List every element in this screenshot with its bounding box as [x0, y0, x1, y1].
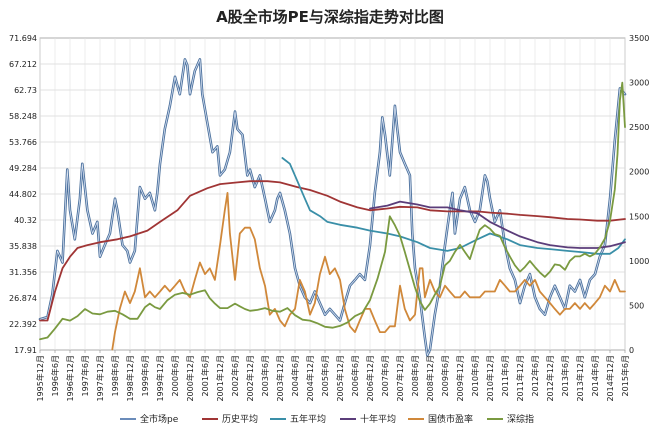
legend-label: 全市场pe [140, 413, 179, 425]
right-tick-label: 3000 [629, 79, 649, 88]
x-tick-label: 2001年6月 [200, 355, 210, 396]
series-line [281, 157, 626, 255]
right-tick-label: 2000 [629, 168, 649, 177]
x-tick-label: 2001年12月 [215, 355, 225, 402]
legend-label: 十年平均 [360, 413, 396, 425]
left-tick-label: 44.802 [9, 190, 37, 199]
left-tick-label: 40.32 [14, 216, 37, 225]
series-line [39, 81, 626, 341]
left-tick-label: 31.356 [9, 268, 37, 277]
left-tick-label: 58.248 [9, 112, 37, 121]
x-tick-label: 2007年12月 [395, 355, 405, 402]
x-tick-label: 2014年12月 [605, 355, 615, 402]
series-line-highlight [39, 59, 626, 356]
x-tick-label: 2009年6月 [440, 355, 450, 396]
left-tick-label: 17.91 [14, 346, 37, 355]
x-tick-label: 1996年6月 [50, 355, 60, 396]
x-tick-label: 2005年6月 [320, 355, 330, 396]
x-tick-label: 1997年12月 [95, 355, 105, 402]
series-line-outline [38, 58, 627, 357]
x-tick-label: 2000年12月 [185, 355, 195, 402]
x-tick-label: 2011年12月 [515, 355, 525, 402]
x-tick-label: 2003年12月 [275, 355, 285, 402]
x-tick-label: 2009年12月 [455, 355, 465, 402]
left-tick-label: 67.212 [9, 60, 37, 69]
x-tick-label: 2008年6月 [410, 355, 420, 396]
x-tick-label: 2002年6月 [230, 355, 240, 396]
right-tick-label: 0 [629, 346, 634, 355]
left-tick-label: 22.392 [9, 320, 37, 329]
x-tick-label: 1997年6月 [80, 355, 90, 396]
left-tick-label: 35.838 [9, 242, 37, 251]
left-tick-label: 49.284 [9, 164, 37, 173]
x-tick-label: 2011年6月 [500, 355, 510, 396]
chart-title: A股全市场PE与深综指走势对比图 [216, 8, 444, 26]
x-tick-label: 1996年12月 [65, 355, 75, 402]
left-tick-label: 26.874 [9, 294, 37, 303]
x-tick-label: 2004年6月 [290, 355, 300, 396]
series-line [369, 200, 626, 249]
x-tick-label: 1995年12月 [35, 355, 45, 402]
x-tick-label: 1998年6月 [110, 355, 120, 396]
x-tick-label: 2005年12月 [335, 355, 345, 402]
right-tick-label: 500 [629, 301, 644, 310]
left-tick-label: 53.766 [9, 138, 37, 147]
x-tick-label: 1999年12月 [155, 355, 165, 402]
x-tick-label: 2002年12月 [245, 355, 255, 402]
x-tick-label: 2015年6月 [620, 355, 630, 396]
x-tick-label: 2006年12月 [365, 355, 375, 402]
x-tick-label: 2012年12月 [545, 355, 555, 402]
x-tick-label: 2013年6月 [560, 355, 570, 396]
legend-label: 国债市盈率 [428, 413, 473, 425]
x-tick-label: 2010年6月 [470, 355, 480, 396]
legend-label: 五年平均 [290, 413, 326, 425]
x-tick-label: 2006年6月 [350, 355, 360, 396]
left-tick-label: 71.694 [9, 34, 37, 43]
left-tick-label: 62.73 [14, 86, 37, 95]
x-tick-label: 2007年6月 [380, 355, 390, 396]
right-tick-label: 1000 [629, 257, 649, 266]
legend-label: 历史平均 [222, 413, 258, 425]
x-tick-label: 2010年12月 [485, 355, 495, 402]
x-tick-label: 2000年6月 [170, 355, 180, 396]
x-tick-label: 2004年12月 [305, 355, 315, 402]
series-line [39, 180, 626, 322]
x-tick-label: 2012年6月 [530, 355, 540, 396]
right-tick-label: 3500 [629, 34, 649, 43]
series-line [111, 191, 626, 351]
x-tick-label: 1998年12月 [125, 355, 135, 402]
right-tick-label: 2500 [629, 123, 649, 132]
legend-label: 深综指 [507, 413, 534, 425]
x-tick-label: 2013年12月 [575, 355, 585, 402]
x-tick-label: 1999年6月 [140, 355, 150, 396]
x-tick-label: 2014年6月 [590, 355, 600, 396]
right-tick-label: 1500 [629, 212, 649, 221]
x-tick-label: 2008年12月 [425, 355, 435, 402]
x-tick-label: 2003年6月 [260, 355, 270, 396]
